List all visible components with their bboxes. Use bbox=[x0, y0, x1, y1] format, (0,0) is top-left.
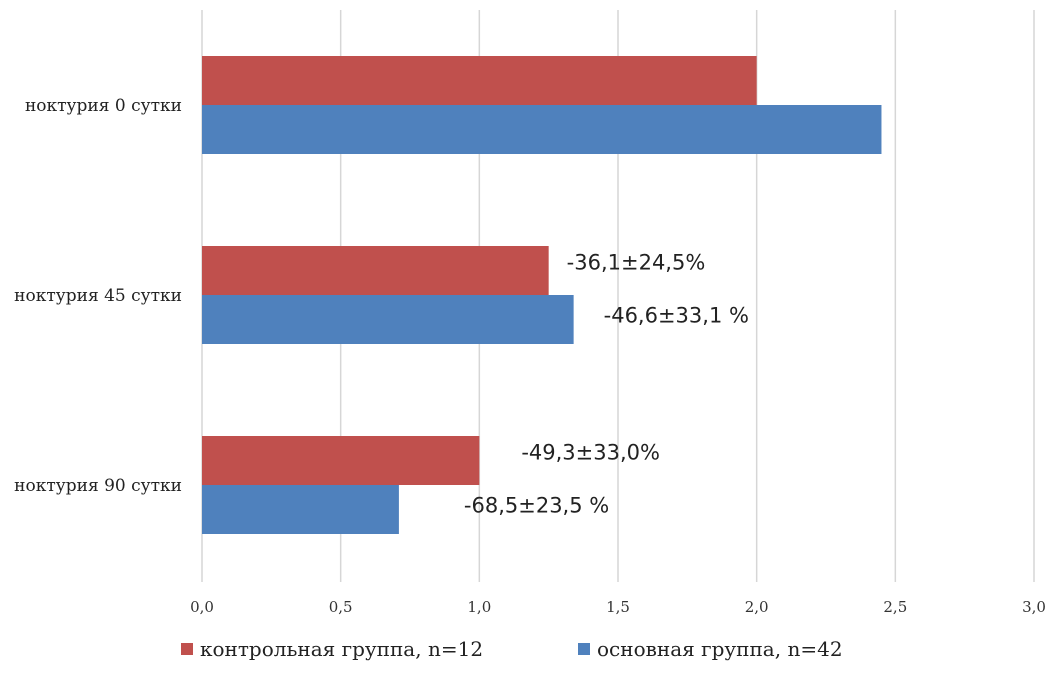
bars bbox=[202, 56, 882, 534]
bar bbox=[202, 436, 480, 485]
x-tick-label: 2,0 bbox=[745, 598, 769, 616]
category-label: ноктурия 45 сутки bbox=[14, 286, 182, 306]
x-tick-labels: 0,0 0,5 1,0 1,5 2,0 2,5 3,0 bbox=[190, 598, 1046, 616]
x-tick-label: 2,5 bbox=[883, 598, 907, 616]
bar bbox=[202, 56, 757, 105]
data-label: -46,6±33,1 % bbox=[604, 304, 749, 328]
bar bbox=[202, 485, 399, 534]
category-label: ноктурия 0 сутки bbox=[25, 96, 182, 116]
category-labels: ноктурия 0 сутки ноктурия 45 сутки ноктури… bbox=[14, 96, 182, 496]
bar bbox=[202, 246, 549, 295]
legend: контрольная группа, n=12 основная группа,… bbox=[181, 637, 843, 661]
data-label: -49,3±33,0% bbox=[521, 441, 660, 465]
legend-swatch bbox=[181, 643, 193, 655]
x-tick-label: 1,5 bbox=[606, 598, 630, 616]
legend-label: контрольная группа, n=12 bbox=[200, 637, 483, 661]
legend-label: основная группа, n=42 bbox=[597, 637, 843, 661]
x-tick-label: 0,0 bbox=[190, 598, 214, 616]
data-labels: -36,1±24,5% -46,6±33,1 % -49,3±33,0% -68,5±… bbox=[464, 251, 749, 518]
data-label: -68,5±23,5 % bbox=[464, 494, 609, 518]
legend-swatch bbox=[578, 643, 590, 655]
x-tick-label: 3,0 bbox=[1022, 598, 1046, 616]
data-label: -36,1±24,5% bbox=[567, 251, 706, 275]
x-tick-label: 0,5 bbox=[329, 598, 353, 616]
bar bbox=[202, 295, 574, 344]
bar bbox=[202, 105, 882, 154]
category-label: ноктурия 90 сутки bbox=[14, 476, 182, 496]
x-tick-label: 1,0 bbox=[467, 598, 491, 616]
